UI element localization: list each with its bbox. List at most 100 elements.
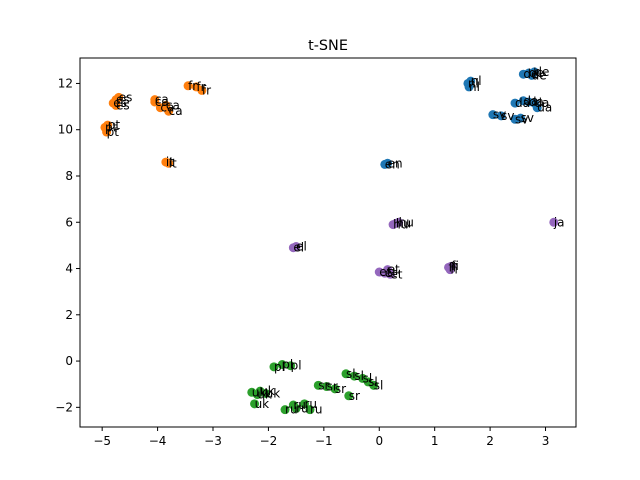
x-tick-label: 2 [486,434,494,448]
scatter-point [291,242,301,252]
point-label: pl [291,359,302,373]
point-label: sl [368,375,378,389]
point-label: fr [202,83,211,97]
scatter-point [299,399,309,409]
scatter-point [516,113,526,123]
point-label: uk [252,385,267,399]
point-label: sr [318,378,329,392]
point-label: sl [363,371,373,385]
point-label: sr [335,382,346,396]
scatter-point [313,380,323,390]
point-label: it [166,155,174,169]
point-label: sl [346,367,356,381]
scatter-point [344,391,354,401]
x-tick-label: 3 [542,434,550,448]
scatter-point [280,405,290,415]
point-label: ja [553,215,565,229]
x-axis: −5 −4 −3 −2 −1 0 1 2 3 [93,427,549,448]
point-label: nl [469,80,480,94]
point-label: uk [260,384,275,398]
scatter-point [277,360,287,370]
scatter-point [164,158,174,168]
scatter-point [532,103,542,113]
scatter-point [349,371,359,381]
point-label: et [385,266,397,280]
point-label: fr [196,80,205,94]
point-label: ca [155,95,169,109]
scatter-point [369,380,379,390]
y-tick-label: 10 [58,123,73,137]
point-label: sl [374,378,384,392]
point-label: hu [396,216,411,230]
point-label: it [169,156,177,170]
scatter-point [250,399,260,409]
point-label: hu [399,215,414,229]
point-label: fi [451,259,459,273]
x-tick-label: −2 [260,434,278,448]
point-label: ca [169,104,183,118]
x-tick-label: −1 [315,434,333,448]
point-label: da [523,94,538,108]
scatter-point [496,111,506,121]
scatter-point [286,361,296,371]
point-label: sv [501,109,514,123]
scatter-point [164,106,174,116]
point-label: ca [166,98,180,112]
point-label: ru [285,403,298,417]
point-label: da [529,95,544,109]
point-label: en [388,156,403,170]
point-label: el [296,240,307,254]
y-tick-label: 0 [65,354,73,368]
scatter-point [150,97,160,107]
point-label: es [113,96,127,110]
scatter-point [488,110,498,120]
x-tick-label: −5 [93,434,111,448]
point-label: el [293,241,304,255]
point-label: da [515,96,530,110]
scatter-point [291,403,301,413]
plot-frame [79,57,577,428]
scatter-point [383,265,393,275]
scatter-point [183,81,193,91]
point-label: en [385,157,400,171]
point-label: pt [105,120,118,134]
point-label: ru [310,403,323,417]
scatter-point [111,100,121,110]
x-tick-label: 1 [431,434,439,448]
x-tick-label: −3 [204,434,222,448]
point-label: pl [274,360,285,374]
scatter-point [197,85,207,95]
scatter-points [100,67,559,415]
scatter-point [114,92,124,102]
point-label: sl [354,369,364,383]
point-label: de [523,67,538,81]
y-tick-label: 2 [65,308,73,322]
scatter-point [388,220,398,230]
point-label: ru [293,398,306,412]
point-label: sv [493,108,506,122]
point-label: fi [450,263,458,277]
point-label: sv [515,112,528,126]
point-label: et [388,263,400,277]
point-label: pt [107,125,120,139]
scatter-point [103,120,113,130]
point-label: de [529,66,544,80]
point-label: et [390,267,402,281]
point-label: sv [521,111,534,125]
point-label: pl [282,358,293,372]
scatter-point [269,362,279,372]
y-tick-label: 4 [65,262,73,276]
point-label: pt [108,118,121,132]
point-label: fi [449,260,457,274]
scatter-point [445,265,455,275]
scatter-point [464,82,474,92]
chart-title: t-SNE [308,38,348,54]
point-label: da [534,96,549,110]
point-label: et [379,265,391,279]
point-label: nl [471,74,482,88]
scatter-point [549,217,559,227]
scatter-point [330,384,340,394]
y-tick-label: −2 [55,400,73,414]
